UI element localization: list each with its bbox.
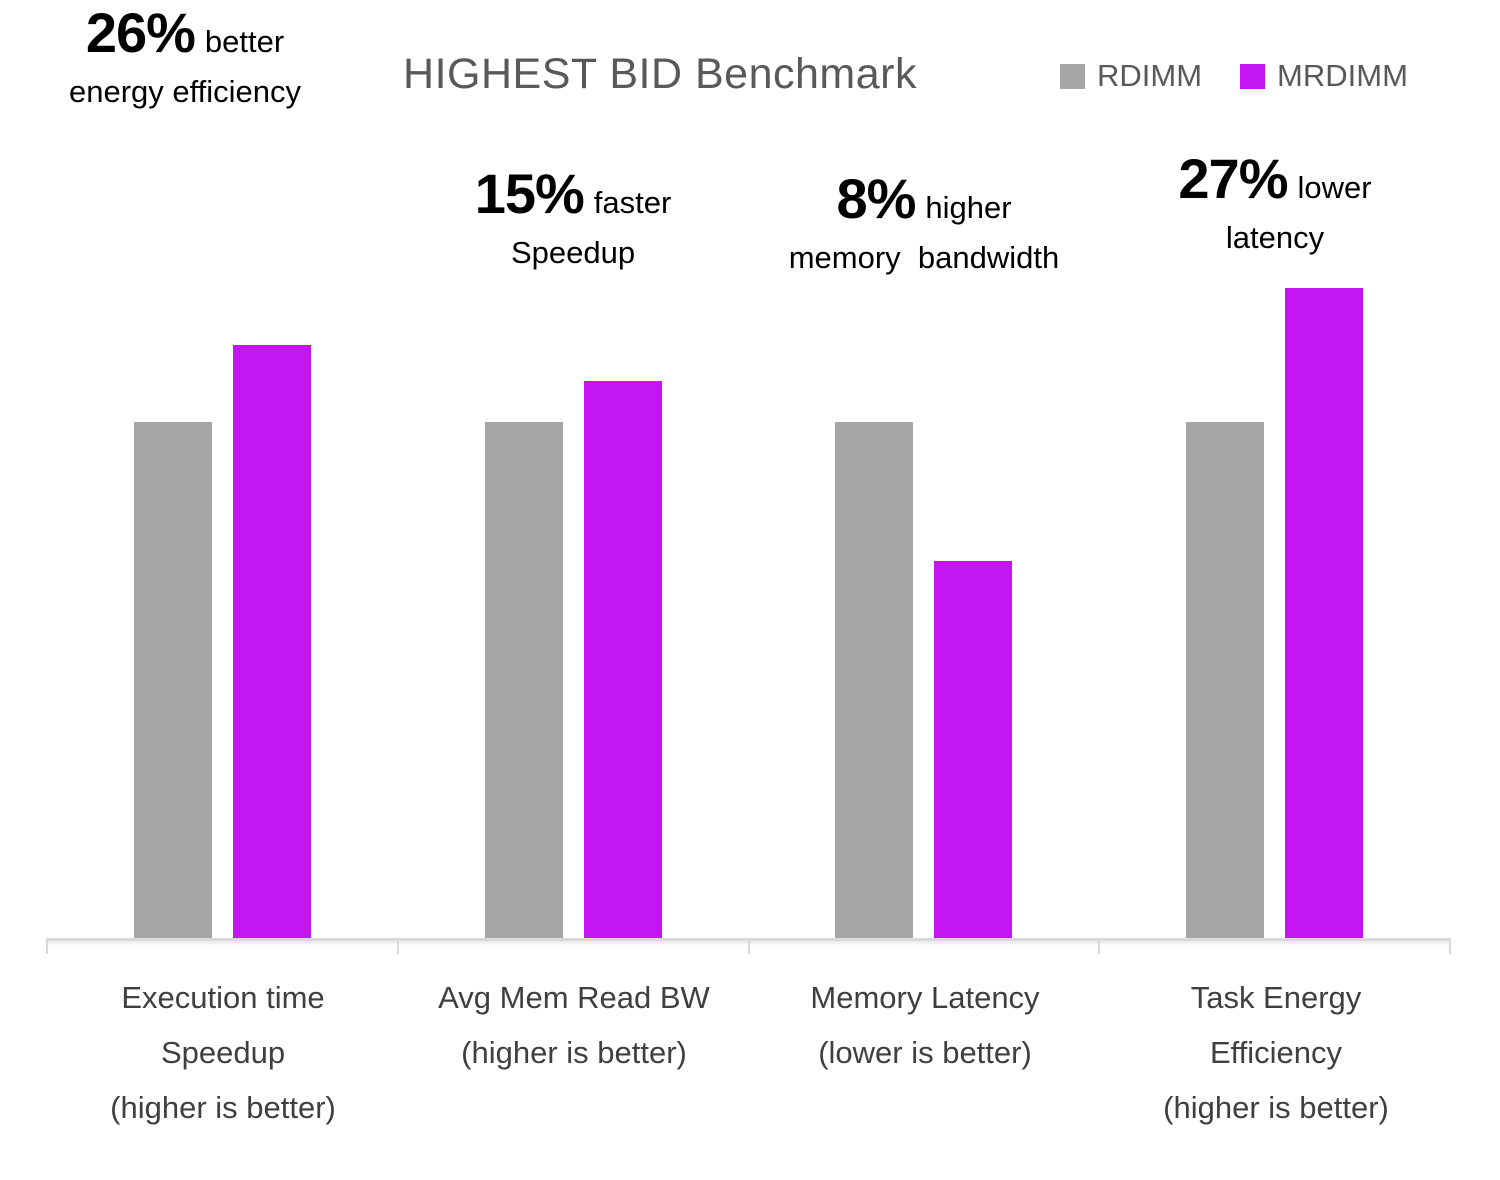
legend-item-rdimm: RDIMM bbox=[1060, 58, 1202, 94]
annotation-bandwidth: 8% higher memory bandwidth bbox=[739, 166, 1109, 276]
annotation-energy-value: 26% bbox=[85, 1, 196, 64]
annotation-energy: 26% better energy efficiency bbox=[0, 0, 370, 110]
bar-mrdimm-3 bbox=[1285, 288, 1363, 938]
legend-label-mrdimm: MRDIMM bbox=[1277, 58, 1408, 93]
annotation-speedup-suffix: faster bbox=[593, 185, 672, 220]
x-axis-tick bbox=[396, 938, 399, 954]
annotation-energy-headline: 26% better bbox=[0, 0, 370, 65]
legend-item-mrdimm: MRDIMM bbox=[1240, 58, 1408, 94]
x-axis-tick bbox=[46, 938, 48, 954]
bar-rdimm-2 bbox=[835, 422, 913, 938]
x-label-avg-mem-read-bw: Avg Mem Read BW (higher is better) bbox=[438, 980, 710, 1070]
bar-rdimm-1 bbox=[485, 422, 563, 938]
annotation-latency-detail: latency bbox=[1225, 220, 1325, 255]
legend-label-rdimm: RDIMM bbox=[1097, 58, 1203, 93]
annotation-latency: 27% lower latency bbox=[1090, 146, 1460, 256]
x-label-execution-time: Execution time Speedup (higher is better… bbox=[110, 980, 336, 1125]
x-label-memory-latency: Memory Latency (lower is better) bbox=[810, 980, 1040, 1070]
x-axis-tick bbox=[1449, 938, 1451, 954]
legend-swatch-rdimm-icon bbox=[1060, 63, 1085, 89]
annotation-speedup-detail: Speedup bbox=[510, 235, 636, 270]
annotation-latency-suffix: lower bbox=[1297, 170, 1372, 205]
x-label-task-energy-efficiency: Task Energy Efficiency (higher is better… bbox=[1163, 980, 1389, 1125]
legend: RDIMM MRDIMM bbox=[1060, 58, 1408, 94]
legend-swatch-mrdimm-icon bbox=[1240, 63, 1266, 89]
bar-mrdimm-2 bbox=[934, 561, 1012, 938]
annotation-bandwidth-suffix: higher bbox=[925, 190, 1012, 225]
chart-title: HIGHEST BID Benchmark bbox=[403, 50, 917, 98]
annotation-latency-value: 27% bbox=[1178, 147, 1288, 210]
bar-rdimm-3 bbox=[1186, 422, 1264, 938]
annotation-energy-suffix: better bbox=[204, 24, 285, 59]
annotation-bandwidth-headline: 8% higher bbox=[739, 166, 1109, 231]
x-axis-tick bbox=[1098, 938, 1101, 954]
annotation-energy-detail: energy efficiency bbox=[68, 74, 302, 109]
x-axis-tick bbox=[747, 938, 750, 954]
annotation-bandwidth-detail: memory bandwidth bbox=[788, 240, 1060, 275]
bar-mrdimm-0 bbox=[233, 345, 311, 938]
annotation-speedup-value: 15% bbox=[474, 162, 585, 225]
bar-mrdimm-1 bbox=[584, 381, 662, 938]
annotation-speedup-headline: 15% faster bbox=[388, 161, 758, 226]
annotation-bandwidth-value: 8% bbox=[836, 167, 916, 230]
bar-rdimm-0 bbox=[134, 422, 212, 938]
annotation-latency-headline: 27% lower bbox=[1090, 146, 1460, 211]
annotation-speedup: 15% faster Speedup bbox=[388, 161, 758, 271]
